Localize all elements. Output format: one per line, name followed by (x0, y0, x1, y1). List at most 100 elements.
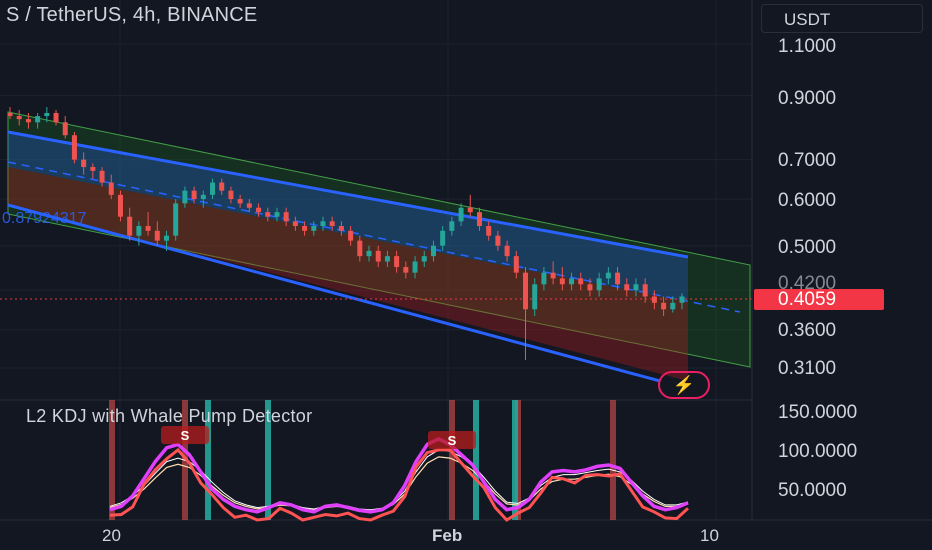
candle-body (458, 207, 464, 222)
candle-body (615, 272, 621, 285)
time-tick: Feb (432, 526, 463, 545)
time-tick: 20 (102, 526, 121, 545)
candle-body (624, 284, 630, 291)
candle-body (495, 235, 501, 246)
candle-body (219, 182, 225, 191)
indicator-title[interactable]: L2 KDJ with Whale Pump Detector (26, 406, 313, 426)
candle-body (670, 302, 676, 310)
price-tick: 0.6000 (778, 190, 837, 211)
candle-body (412, 261, 418, 273)
candle-body (173, 203, 179, 236)
candle-body (81, 159, 87, 168)
candle-body (550, 272, 556, 279)
candle-body (329, 221, 335, 227)
candle-body (99, 170, 105, 183)
whale-signal-bar (109, 400, 115, 520)
currency-button[interactable]: USDT (761, 4, 923, 33)
sell-label-box (428, 431, 476, 449)
sell-label: S (448, 433, 457, 448)
candle-body (467, 207, 473, 213)
candle-body (384, 256, 390, 262)
candle-body (62, 122, 68, 136)
d-line (109, 449, 689, 511)
candle-body (35, 116, 41, 123)
candle-body (421, 256, 427, 262)
candle-body (449, 221, 455, 231)
candle-body (53, 112, 59, 123)
channel-upper-line (7, 130, 689, 259)
candle-body (587, 284, 593, 291)
signal-line (109, 447, 690, 522)
candle-body (311, 226, 317, 231)
candle-body (504, 245, 510, 257)
candle-body (320, 221, 326, 227)
candle-body (486, 226, 492, 236)
k-line (109, 436, 689, 514)
candle-body (375, 250, 381, 262)
candle-body (237, 199, 243, 204)
candle-body (366, 250, 372, 257)
candle-body (154, 230, 160, 241)
candle-body (569, 278, 575, 285)
candle-body (578, 278, 584, 285)
candle-body (182, 190, 188, 204)
whale-signal-bar (449, 400, 455, 520)
alert-bolt-button[interactable]: ⚡ (658, 371, 710, 399)
candle-body (541, 272, 547, 285)
candle-body (117, 194, 123, 217)
whale-signal-bar (610, 400, 616, 520)
candle-body (605, 272, 611, 279)
candle-body (191, 190, 197, 200)
candle-body (679, 296, 685, 303)
time-tick: 10 (700, 526, 719, 545)
candle-body (394, 256, 400, 268)
whale-signal-bar (265, 400, 271, 520)
candle-body (25, 119, 31, 123)
whale-signal-bar (512, 400, 518, 520)
candle-body (210, 182, 216, 195)
candle-body (357, 240, 363, 257)
candle-body (283, 212, 289, 222)
candle-body (559, 278, 565, 285)
candle-body (200, 194, 206, 200)
candle-body (403, 267, 409, 273)
candle-body (274, 212, 280, 217)
candle-body (163, 235, 169, 241)
candle-body (661, 302, 667, 310)
candle-body (348, 230, 354, 241)
candle-body (476, 212, 482, 227)
candle-body (7, 112, 13, 117)
symbol-title[interactable]: S / TetherUS, 4h, BINANCE (6, 4, 258, 26)
candle-body (338, 226, 344, 231)
price-tick: 1.1000 (778, 36, 837, 57)
indicator-tick: 100.0000 (778, 441, 858, 462)
candle-body (108, 182, 114, 195)
candle-body (302, 226, 308, 231)
candles (7, 106, 685, 360)
lightning-icon: ⚡ (672, 375, 696, 395)
current-price-badge: 0.4059 (754, 289, 884, 310)
candle-body (16, 116, 22, 120)
candle-body (127, 216, 133, 236)
price-tick: 0.3100 (778, 358, 837, 379)
channel-lower-line (7, 203, 661, 383)
candle-body (228, 190, 234, 200)
candle-body (71, 135, 77, 160)
indicator-tick: 150.0000 (778, 402, 858, 423)
whale-signal-bar (205, 400, 211, 520)
regression-channel (7, 111, 751, 383)
candle-body (532, 284, 538, 310)
candle-body (292, 221, 298, 227)
candle-body (651, 296, 657, 303)
price-tick: 0.9000 (778, 88, 837, 109)
candle-body (256, 207, 262, 213)
candle-body (246, 203, 252, 208)
price-tick: 0.4200 (778, 273, 837, 294)
candle-body (642, 284, 648, 297)
candle-body (90, 167, 96, 171)
indicator-tick: 50.0000 (778, 480, 847, 501)
price-tick: 0.3600 (778, 320, 837, 341)
sell-label-box (161, 426, 209, 444)
